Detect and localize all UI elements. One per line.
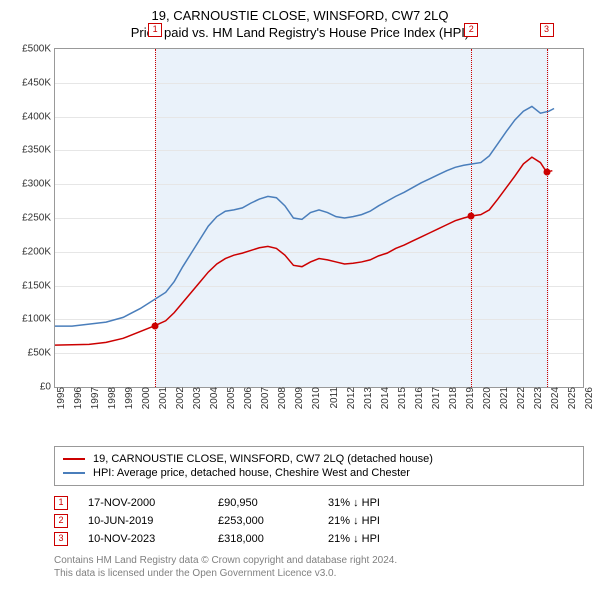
sales-row: 2 10-JUN-2019£253,00021% ↓ HPI bbox=[54, 514, 584, 528]
title-block: 19, CARNOUSTIE CLOSE, WINSFORD, CW7 2LQ … bbox=[10, 8, 590, 40]
footer-line-2: This data is licensed under the Open Gov… bbox=[54, 567, 584, 580]
sale-marker-label: 2 bbox=[464, 23, 478, 37]
x-tick-label: 2020 bbox=[479, 387, 493, 409]
x-tick-label: 2010 bbox=[308, 387, 322, 409]
sales-date: 17-NOV-2000 bbox=[88, 497, 218, 509]
sales-hpi-diff: 21% ↓ HPI bbox=[328, 515, 380, 527]
x-tick-label: 2017 bbox=[428, 387, 442, 409]
sales-table: 1 17-NOV-2000£90,95031% ↓ HPI 2 10-JUN-2019… bbox=[54, 496, 584, 546]
x-tick-label: 2019 bbox=[462, 387, 476, 409]
x-tick-label: 2023 bbox=[530, 387, 544, 409]
x-tick-label: 2013 bbox=[360, 387, 374, 409]
series-line bbox=[55, 106, 554, 326]
y-tick-label: £150K bbox=[22, 280, 55, 291]
x-tick-label: 2022 bbox=[513, 387, 527, 409]
sales-hpi-diff: 31% ↓ HPI bbox=[328, 497, 380, 509]
legend-swatch bbox=[63, 458, 85, 460]
x-tick-label: 2007 bbox=[257, 387, 271, 409]
sales-row: 3 10-NOV-2023£318,00021% ↓ HPI bbox=[54, 532, 584, 546]
sale-marker-dot bbox=[152, 322, 159, 329]
y-tick-label: £200K bbox=[22, 246, 55, 257]
attribution: Contains HM Land Registry data © Crown c… bbox=[54, 554, 584, 580]
x-tick-label: 2025 bbox=[564, 387, 578, 409]
x-tick-label: 2026 bbox=[581, 387, 595, 409]
chart: £0£50K£100K£150K£200K£250K£300K£350K£400… bbox=[54, 48, 584, 388]
legend-label: HPI: Average price, detached house, Ches… bbox=[93, 467, 410, 479]
x-tick-label: 1999 bbox=[121, 387, 135, 409]
x-tick-label: 2008 bbox=[274, 387, 288, 409]
x-tick-label: 1995 bbox=[53, 387, 67, 409]
legend-swatch bbox=[63, 472, 85, 474]
x-tick-label: 2011 bbox=[326, 387, 340, 409]
sales-price: £318,000 bbox=[218, 533, 328, 545]
plot-area: £0£50K£100K£150K£200K£250K£300K£350K£400… bbox=[54, 48, 584, 388]
x-tick-label: 1996 bbox=[70, 387, 84, 409]
line-svg bbox=[55, 49, 583, 387]
y-tick-label: £50K bbox=[28, 348, 55, 359]
sales-row-marker: 3 bbox=[54, 532, 68, 546]
sales-hpi-diff: 21% ↓ HPI bbox=[328, 533, 380, 545]
y-tick-label: £500K bbox=[22, 44, 55, 55]
chart-container: 19, CARNOUSTIE CLOSE, WINSFORD, CW7 2LQ … bbox=[0, 0, 600, 590]
x-tick-label: 2018 bbox=[445, 387, 459, 409]
sale-marker-dot bbox=[468, 212, 475, 219]
x-tick-label: 2000 bbox=[138, 387, 152, 409]
sales-price: £90,950 bbox=[218, 497, 328, 509]
x-tick-label: 2012 bbox=[343, 387, 357, 409]
y-tick-label: £350K bbox=[22, 145, 55, 156]
sales-date: 10-JUN-2019 bbox=[88, 515, 218, 527]
x-tick-label: 2015 bbox=[394, 387, 408, 409]
series-line bbox=[55, 157, 552, 345]
x-tick-label: 2001 bbox=[155, 387, 169, 409]
legend-label: 19, CARNOUSTIE CLOSE, WINSFORD, CW7 2LQ … bbox=[93, 453, 433, 465]
x-tick-label: 2004 bbox=[206, 387, 220, 409]
x-tick-label: 1998 bbox=[104, 387, 118, 409]
legend: 19, CARNOUSTIE CLOSE, WINSFORD, CW7 2LQ … bbox=[54, 446, 584, 486]
x-tick-label: 2006 bbox=[240, 387, 254, 409]
sales-row-marker: 1 bbox=[54, 496, 68, 510]
legend-row: HPI: Average price, detached house, Ches… bbox=[63, 467, 575, 479]
legend-row: 19, CARNOUSTIE CLOSE, WINSFORD, CW7 2LQ … bbox=[63, 453, 575, 465]
y-tick-label: £100K bbox=[22, 314, 55, 325]
y-tick-label: £250K bbox=[22, 213, 55, 224]
x-tick-label: 1997 bbox=[87, 387, 101, 409]
x-tick-label: 2016 bbox=[411, 387, 425, 409]
sales-row-marker: 2 bbox=[54, 514, 68, 528]
y-tick-label: £450K bbox=[22, 77, 55, 88]
x-tick-label: 2005 bbox=[223, 387, 237, 409]
x-tick-label: 2009 bbox=[291, 387, 305, 409]
x-tick-label: 2002 bbox=[172, 387, 186, 409]
x-tick-label: 2024 bbox=[547, 387, 561, 409]
address-title: 19, CARNOUSTIE CLOSE, WINSFORD, CW7 2LQ bbox=[10, 8, 590, 23]
y-tick-label: £300K bbox=[22, 179, 55, 190]
sale-marker-dot bbox=[543, 169, 550, 176]
subtitle: Price paid vs. HM Land Registry's House … bbox=[10, 25, 590, 40]
sale-marker-label: 1 bbox=[148, 23, 162, 37]
footer-line-1: Contains HM Land Registry data © Crown c… bbox=[54, 554, 584, 567]
sales-date: 10-NOV-2023 bbox=[88, 533, 218, 545]
y-tick-label: £400K bbox=[22, 111, 55, 122]
x-tick-label: 2021 bbox=[496, 387, 510, 409]
sale-marker-label: 3 bbox=[540, 23, 554, 37]
x-tick-label: 2014 bbox=[377, 387, 391, 409]
sales-price: £253,000 bbox=[218, 515, 328, 527]
x-tick-label: 2003 bbox=[189, 387, 203, 409]
sales-row: 1 17-NOV-2000£90,95031% ↓ HPI bbox=[54, 496, 584, 510]
